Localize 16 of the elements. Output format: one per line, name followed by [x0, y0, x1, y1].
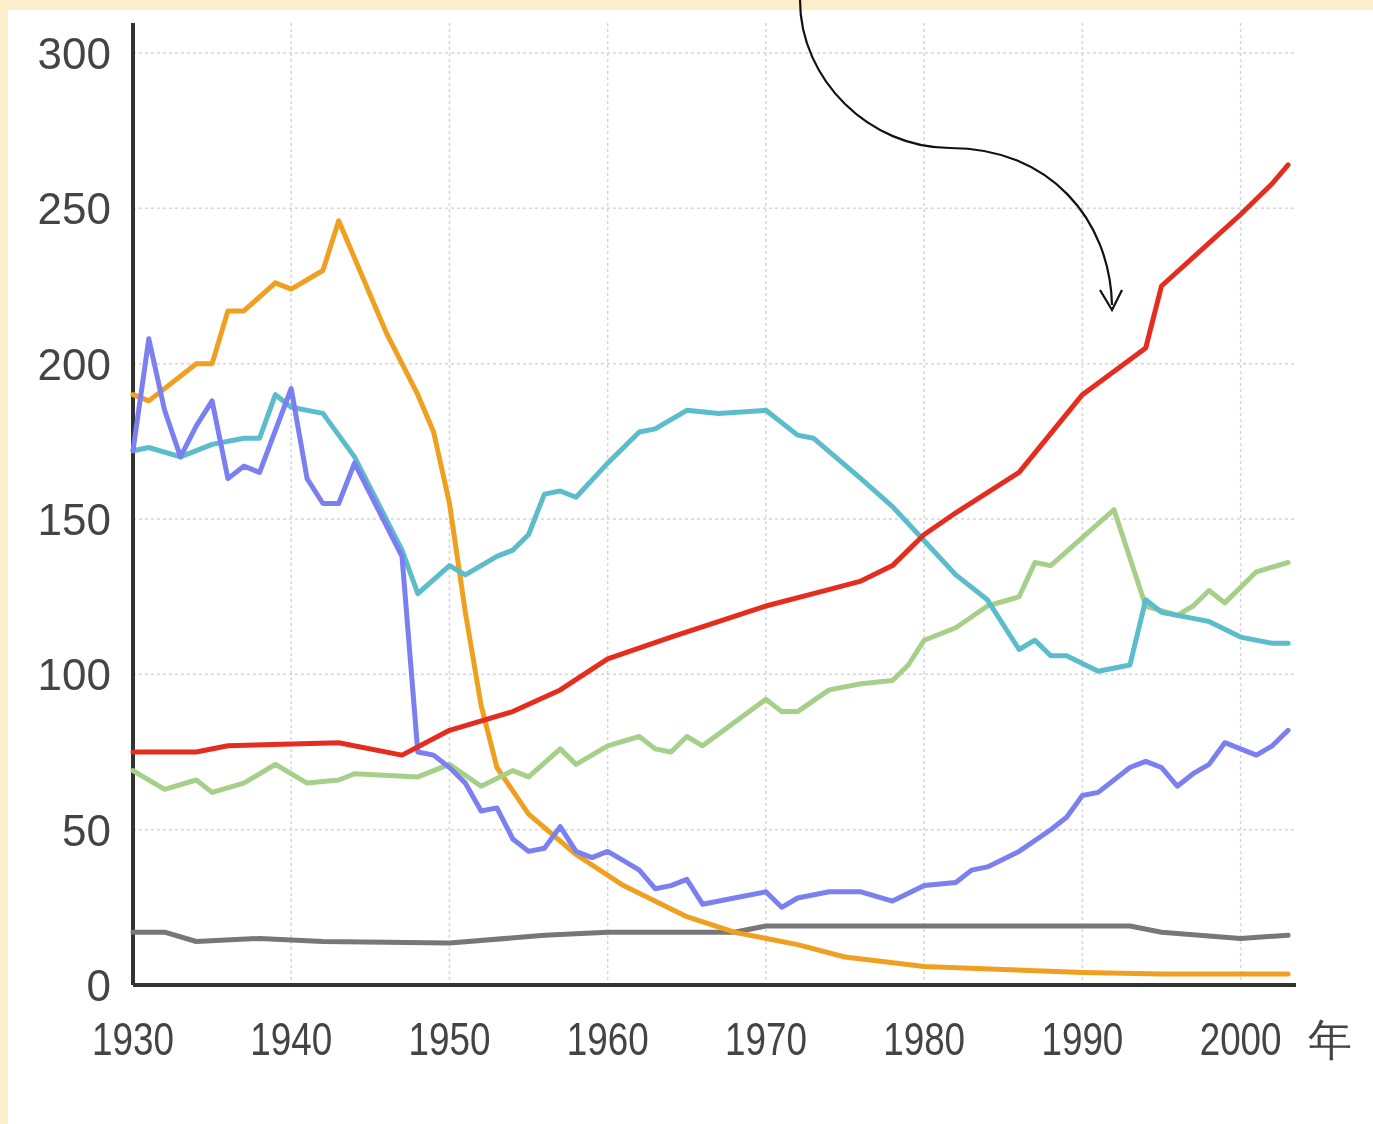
y-tick-label: 150 [37, 495, 111, 544]
x-axis-title: 年 [1308, 1015, 1352, 1064]
x-tick-label: 1940 [250, 1013, 333, 1065]
y-tick-label: 0 [86, 961, 111, 1010]
x-tick-label: 1930 [92, 1013, 174, 1065]
x-tick-label: 1970 [725, 1013, 807, 1065]
y-tick-label: 50 [62, 805, 111, 855]
y-tick-label: 300 [37, 29, 111, 78]
x-tick-label: 1960 [566, 1013, 649, 1065]
y-tick-label: 100 [37, 650, 111, 700]
y-tick-label: 200 [37, 339, 111, 389]
x-tick-label: 2000 [1199, 1013, 1282, 1065]
y-tick-label: 250 [37, 184, 111, 234]
x-tick-label: 1950 [408, 1013, 491, 1065]
x-tick-label: 1980 [883, 1013, 966, 1065]
x-tick-label: 1990 [1041, 1013, 1124, 1065]
